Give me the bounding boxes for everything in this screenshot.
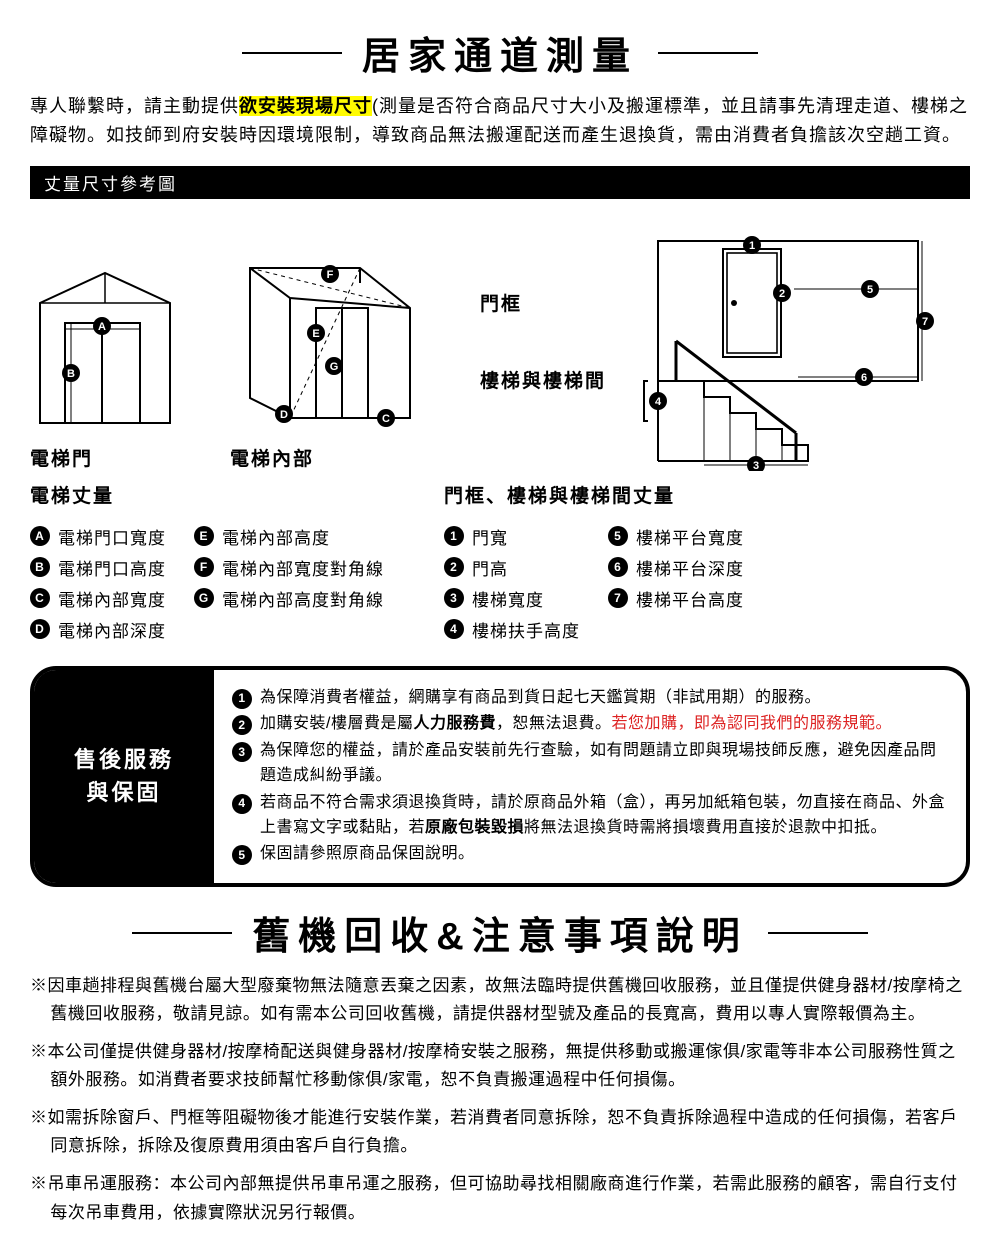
intro-paragraph: 專人聯繫時，請主動提供欲安裝現場尺寸(測量是否符合商品尺寸大小及搬運標準，並且請… xyxy=(30,92,970,150)
svg-text:3: 3 xyxy=(753,460,759,471)
caption-elevator-door: 電梯門 xyxy=(30,444,200,471)
title-recycle: 舊機回收&注意事項說明 xyxy=(252,905,747,960)
svg-text:7: 7 xyxy=(922,316,928,328)
service-item: 2加購安裝/樓層費是屬人力服務費，恕無法退費。若您加購，即為認同我們的服務規範。 xyxy=(232,712,948,737)
heading-measure: 居家通道測量 xyxy=(30,25,970,80)
legend-item: 3樓梯寬度 xyxy=(444,586,580,611)
svg-text:D: D xyxy=(280,409,288,421)
legend-item: G電梯內部高度對角線 xyxy=(194,586,384,611)
svg-text:2: 2 xyxy=(779,288,785,300)
legend-item: 2門高 xyxy=(444,555,580,580)
service-item: 5保固請參照原商品保固說明。 xyxy=(232,842,948,867)
service-item: 4若商品不符合需求須退換貨時，請於原商品外箱（盒），再另加紙箱包裝，勿直接在商品… xyxy=(232,791,948,841)
legend-item: F電梯內部寬度對角線 xyxy=(194,555,384,580)
legend-item: C電梯內部寬度 xyxy=(30,586,166,611)
diagram-stairs-wrap: 門框 樓梯與樓梯間 1 2 5 7 xyxy=(480,211,970,471)
service-item: 1為保障消費者權益，網購享有商品到貨日起七天鑑賞期（非試用期）的服務。 xyxy=(232,686,948,711)
section-bar: 丈量尺寸參考圖 xyxy=(30,166,970,199)
heading-recycle: 舊機回收&注意事項說明 xyxy=(30,905,970,960)
service-box: 售後服務與保固 1為保障消費者權益，網購享有商品到貨日起七天鑑賞期（非試用期）的… xyxy=(30,666,970,888)
legend-item: 1門寬 xyxy=(444,524,580,549)
legend-item: D電梯內部深度 xyxy=(30,617,166,642)
note-item: ※因車趟排程與舊機台屬大型廢棄物無法隨意丟棄之因素，故無法臨時提供舊機回收服務，… xyxy=(30,972,970,1028)
service-list: 1為保障消費者權益，網購享有商品到貨日起七天鑑賞期（非試用期）的服務。2加購安裝… xyxy=(214,670,966,884)
note-item: ※如需拆除窗戶、門框等阻礙物後才能進行安裝作業，若消費者同意拆除，恕不負責拆除過… xyxy=(30,1104,970,1160)
svg-text:E: E xyxy=(312,328,319,340)
legend-elevator: 電梯丈量 A電梯門口寬度B電梯門口高度C電梯內部寬度D電梯內部深度 E電梯內部高… xyxy=(30,481,384,648)
note-item: ※吊車吊運服務：本公司內部無提供吊車吊運之服務，但可協助尋找相關廠商進行作業，若… xyxy=(30,1170,970,1226)
diagram-elevator-inside: F E G D C 電梯內部 xyxy=(230,238,450,471)
title-measure: 居家通道測量 xyxy=(362,25,638,80)
label-stairs: 樓梯與樓梯間 xyxy=(480,366,606,393)
legend-stairs: 門框、樓梯與樓梯間丈量 1門寬2門高3樓梯寬度4樓梯扶手高度 5樓梯平台寬度6樓… xyxy=(444,481,744,648)
svg-text:1: 1 xyxy=(749,240,755,252)
legend-item: A電梯門口寬度 xyxy=(30,524,166,549)
service-item: 3為保障您的權益，請於產品安裝前先行查驗，如有問題請立即與現場技師反應，避免因產… xyxy=(232,739,948,789)
diagram-stairs: 1 2 5 7 6 xyxy=(618,211,958,471)
svg-text:G: G xyxy=(330,361,339,373)
svg-text:F: F xyxy=(327,269,334,281)
service-title: 售後服務與保固 xyxy=(34,670,214,884)
svg-text:A: A xyxy=(98,321,106,333)
notes: ※因車趟排程與舊機台屬大型廢棄物無法隨意丟棄之因素，故無法臨時提供舊機回收服務，… xyxy=(30,972,970,1226)
diagram-row: A B 電梯門 F E G D C xyxy=(30,211,970,471)
diagram-elevator-door: A B 電梯門 xyxy=(30,263,200,471)
svg-text:5: 5 xyxy=(867,284,873,296)
svg-text:6: 6 xyxy=(861,372,867,384)
legend-item: 5樓梯平台寬度 xyxy=(608,524,744,549)
highlight-text: 欲安裝現場尺寸 xyxy=(239,96,372,116)
legend-item: 4樓梯扶手高度 xyxy=(444,617,580,642)
svg-text:C: C xyxy=(382,413,390,425)
legend-row: 電梯丈量 A電梯門口寬度B電梯門口高度C電梯內部寬度D電梯內部深度 E電梯內部高… xyxy=(30,481,970,648)
legend-item: B電梯門口高度 xyxy=(30,555,166,580)
caption-elevator-inside: 電梯內部 xyxy=(230,444,450,471)
label-door-frame: 門框 xyxy=(480,289,606,316)
svg-text:4: 4 xyxy=(655,396,662,408)
legend-item: 7樓梯平台高度 xyxy=(608,586,744,611)
legend-item: E電梯內部高度 xyxy=(194,524,384,549)
svg-text:B: B xyxy=(67,368,75,380)
note-item: ※本公司僅提供健身器材/按摩椅配送與健身器材/按摩椅安裝之服務，無提供移動或搬運… xyxy=(30,1038,970,1094)
legend-item: 6樓梯平台深度 xyxy=(608,555,744,580)
